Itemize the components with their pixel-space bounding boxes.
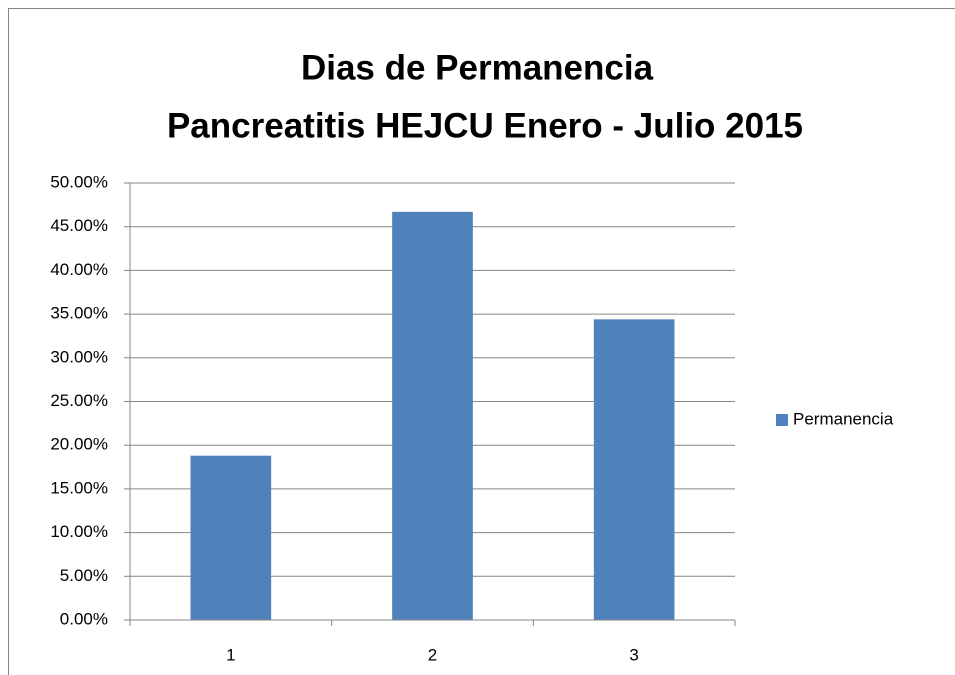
bar	[190, 455, 272, 620]
y-tick-label: 10.00%	[50, 522, 108, 541]
legend-label: Permanencia	[793, 409, 894, 428]
x-tick-label: 1	[226, 645, 235, 664]
x-tick-label: 2	[428, 645, 437, 664]
y-tick-label: 50.00%	[50, 172, 108, 191]
y-tick-label: 45.00%	[50, 216, 108, 235]
y-tick-label: 25.00%	[50, 391, 108, 410]
bar	[593, 319, 675, 620]
y-tick-label: 40.00%	[50, 260, 108, 279]
y-tick-label: 5.00%	[60, 566, 108, 585]
legend-swatch	[776, 414, 788, 426]
y-tick-label: 35.00%	[50, 304, 108, 323]
y-tick-label: 15.00%	[50, 478, 108, 497]
y-tick-label: 20.00%	[50, 435, 108, 454]
chart-title: Pancreatitis HEJCU Enero - Julio 2015	[167, 106, 803, 145]
x-tick-label: 3	[629, 645, 638, 664]
y-tick-label: 0.00%	[60, 609, 108, 628]
bar	[392, 211, 473, 621]
chart-border	[8, 8, 955, 675]
chart-title: Dias de Permanencia	[301, 48, 654, 87]
y-tick-label: 30.00%	[50, 347, 108, 366]
